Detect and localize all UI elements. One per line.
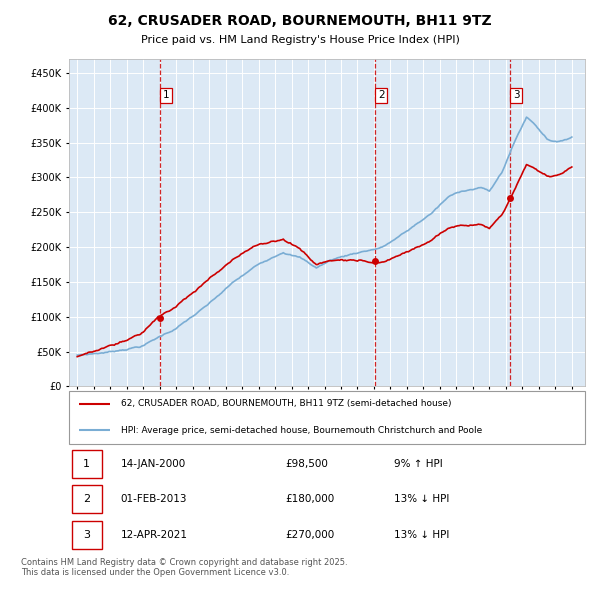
- Text: 9% ↑ HPI: 9% ↑ HPI: [394, 459, 443, 468]
- Text: 01-FEB-2013: 01-FEB-2013: [121, 494, 187, 504]
- FancyBboxPatch shape: [71, 520, 101, 549]
- Text: £98,500: £98,500: [286, 459, 329, 468]
- Text: 3: 3: [513, 90, 520, 100]
- Text: £270,000: £270,000: [286, 530, 335, 539]
- Text: 13% ↓ HPI: 13% ↓ HPI: [394, 530, 449, 539]
- Text: £180,000: £180,000: [286, 494, 335, 504]
- Text: 13% ↓ HPI: 13% ↓ HPI: [394, 494, 449, 504]
- Text: 14-JAN-2000: 14-JAN-2000: [121, 459, 186, 468]
- Text: 62, CRUSADER ROAD, BOURNEMOUTH, BH11 9TZ (semi-detached house): 62, CRUSADER ROAD, BOURNEMOUTH, BH11 9TZ…: [121, 399, 451, 408]
- FancyBboxPatch shape: [71, 450, 101, 478]
- Text: 2: 2: [83, 494, 90, 504]
- Text: Price paid vs. HM Land Registry's House Price Index (HPI): Price paid vs. HM Land Registry's House …: [140, 35, 460, 44]
- FancyBboxPatch shape: [71, 485, 101, 513]
- Text: 2: 2: [378, 90, 385, 100]
- Text: 3: 3: [83, 530, 90, 539]
- Text: HPI: Average price, semi-detached house, Bournemouth Christchurch and Poole: HPI: Average price, semi-detached house,…: [121, 426, 482, 435]
- Text: 12-APR-2021: 12-APR-2021: [121, 530, 188, 539]
- Text: 1: 1: [163, 90, 169, 100]
- Text: 1: 1: [83, 459, 90, 468]
- Text: 62, CRUSADER ROAD, BOURNEMOUTH, BH11 9TZ: 62, CRUSADER ROAD, BOURNEMOUTH, BH11 9TZ: [108, 14, 492, 28]
- FancyBboxPatch shape: [69, 391, 585, 444]
- Text: Contains HM Land Registry data © Crown copyright and database right 2025.
This d: Contains HM Land Registry data © Crown c…: [21, 558, 347, 577]
